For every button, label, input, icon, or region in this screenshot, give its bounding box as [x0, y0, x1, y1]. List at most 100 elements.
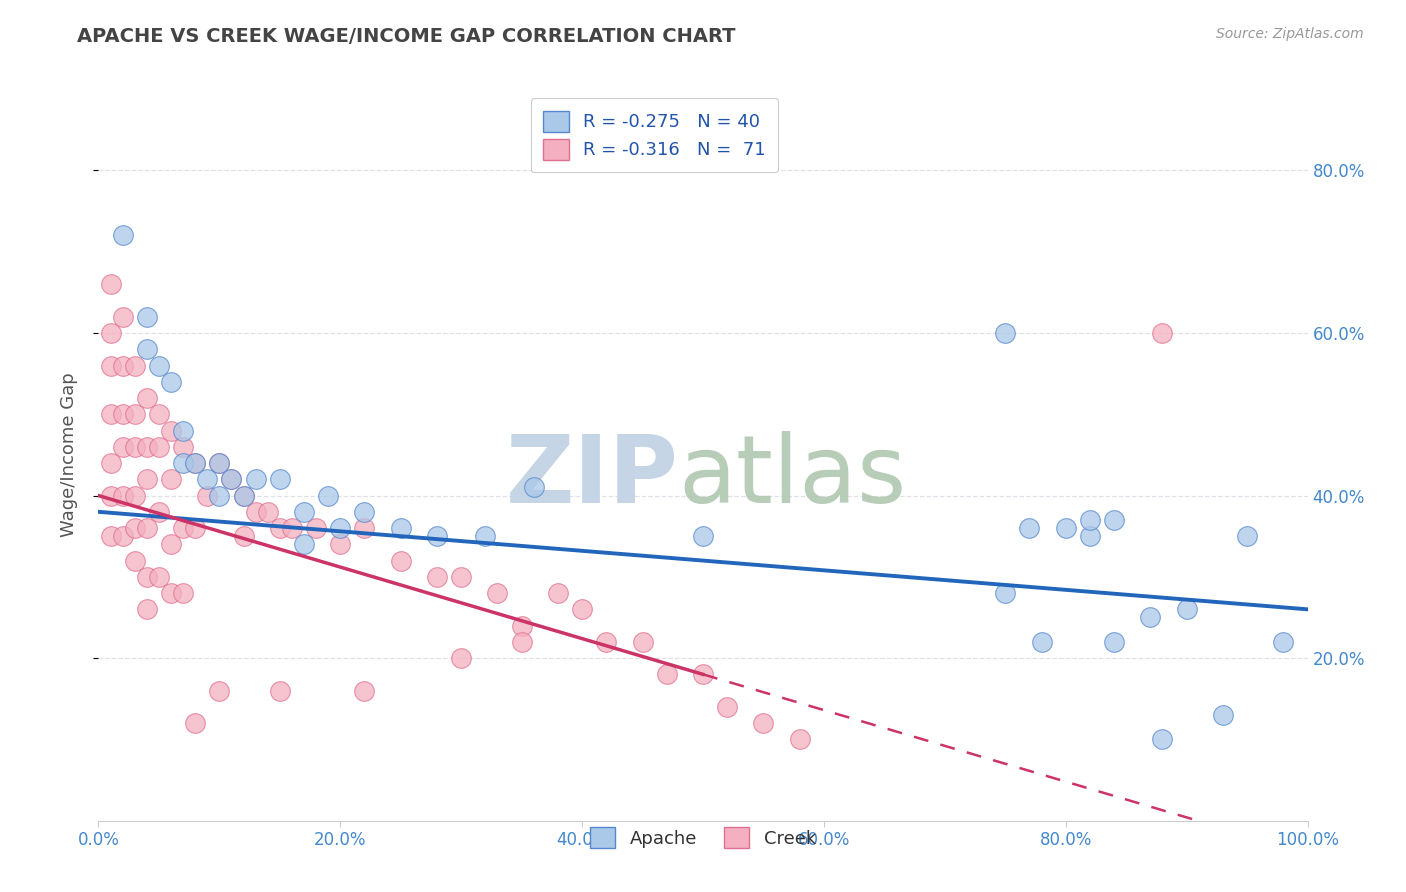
Point: [1152, 732, 1174, 747]
Point: [329, 537, 352, 551]
Point: [269, 472, 291, 486]
Point: [111, 228, 134, 243]
Text: ZIP: ZIP: [506, 431, 679, 523]
Point: [510, 635, 533, 649]
Point: [353, 505, 375, 519]
Point: [510, 618, 533, 632]
Point: [135, 440, 157, 454]
Point: [353, 683, 375, 698]
Point: [172, 424, 194, 438]
Point: [281, 521, 304, 535]
Text: APACHE VS CREEK WAGE/INCOME GAP CORRELATION CHART: APACHE VS CREEK WAGE/INCOME GAP CORRELAT…: [77, 27, 735, 45]
Point: [172, 586, 194, 600]
Point: [160, 472, 183, 486]
Point: [316, 489, 339, 503]
Point: [135, 602, 157, 616]
Point: [100, 407, 122, 421]
Point: [329, 521, 352, 535]
Text: Source: ZipAtlas.com: Source: ZipAtlas.com: [1216, 27, 1364, 41]
Point: [195, 472, 218, 486]
Point: [184, 456, 207, 470]
Point: [184, 456, 207, 470]
Point: [305, 521, 328, 535]
Point: [124, 489, 146, 503]
Point: [135, 391, 157, 405]
Point: [1102, 635, 1125, 649]
Point: [221, 472, 243, 486]
Point: [269, 683, 291, 698]
Point: [100, 529, 122, 543]
Point: [111, 440, 134, 454]
Point: [148, 407, 170, 421]
Point: [245, 472, 267, 486]
Point: [389, 521, 412, 535]
Point: [269, 521, 291, 535]
Point: [1054, 521, 1077, 535]
Point: [124, 359, 146, 373]
Point: [389, 553, 412, 567]
Point: [426, 570, 449, 584]
Point: [195, 489, 218, 503]
Point: [1139, 610, 1161, 624]
Point: [148, 440, 170, 454]
Point: [1031, 635, 1053, 649]
Point: [523, 480, 546, 494]
Y-axis label: Wage/Income Gap: Wage/Income Gap: [59, 373, 77, 537]
Point: [1078, 513, 1101, 527]
Point: [450, 570, 472, 584]
Point: [221, 472, 243, 486]
Point: [100, 489, 122, 503]
Point: [148, 505, 170, 519]
Point: [160, 586, 183, 600]
Point: [124, 440, 146, 454]
Point: [1018, 521, 1040, 535]
Point: [716, 699, 738, 714]
Point: [184, 521, 207, 535]
Point: [111, 310, 134, 324]
Point: [208, 456, 231, 470]
Point: [994, 586, 1017, 600]
Point: [160, 537, 183, 551]
Point: [450, 651, 472, 665]
Point: [135, 343, 157, 357]
Point: [100, 326, 122, 340]
Point: [571, 602, 593, 616]
Point: [208, 489, 231, 503]
Point: [245, 505, 267, 519]
Point: [124, 407, 146, 421]
Point: [232, 489, 254, 503]
Point: [789, 732, 811, 747]
Point: [474, 529, 496, 543]
Point: [111, 407, 134, 421]
Point: [100, 359, 122, 373]
Point: [692, 667, 714, 681]
Point: [135, 310, 157, 324]
Point: [148, 359, 170, 373]
Point: [111, 489, 134, 503]
Point: [124, 553, 146, 567]
Point: [292, 505, 315, 519]
Point: [208, 683, 231, 698]
Point: [172, 521, 194, 535]
Point: [100, 277, 122, 292]
Point: [426, 529, 449, 543]
Point: [135, 472, 157, 486]
Point: [111, 529, 134, 543]
Point: [1236, 529, 1258, 543]
Point: [135, 521, 157, 535]
Point: [111, 359, 134, 373]
Legend: Apache, Creek: Apache, Creek: [582, 821, 824, 855]
Point: [655, 667, 678, 681]
Point: [631, 635, 654, 649]
Point: [292, 537, 315, 551]
Point: [124, 521, 146, 535]
Point: [1078, 529, 1101, 543]
Point: [1272, 635, 1295, 649]
Point: [1102, 513, 1125, 527]
Point: [100, 456, 122, 470]
Point: [752, 716, 775, 731]
Point: [1152, 326, 1174, 340]
Point: [148, 570, 170, 584]
Point: [184, 716, 207, 731]
Point: [160, 375, 183, 389]
